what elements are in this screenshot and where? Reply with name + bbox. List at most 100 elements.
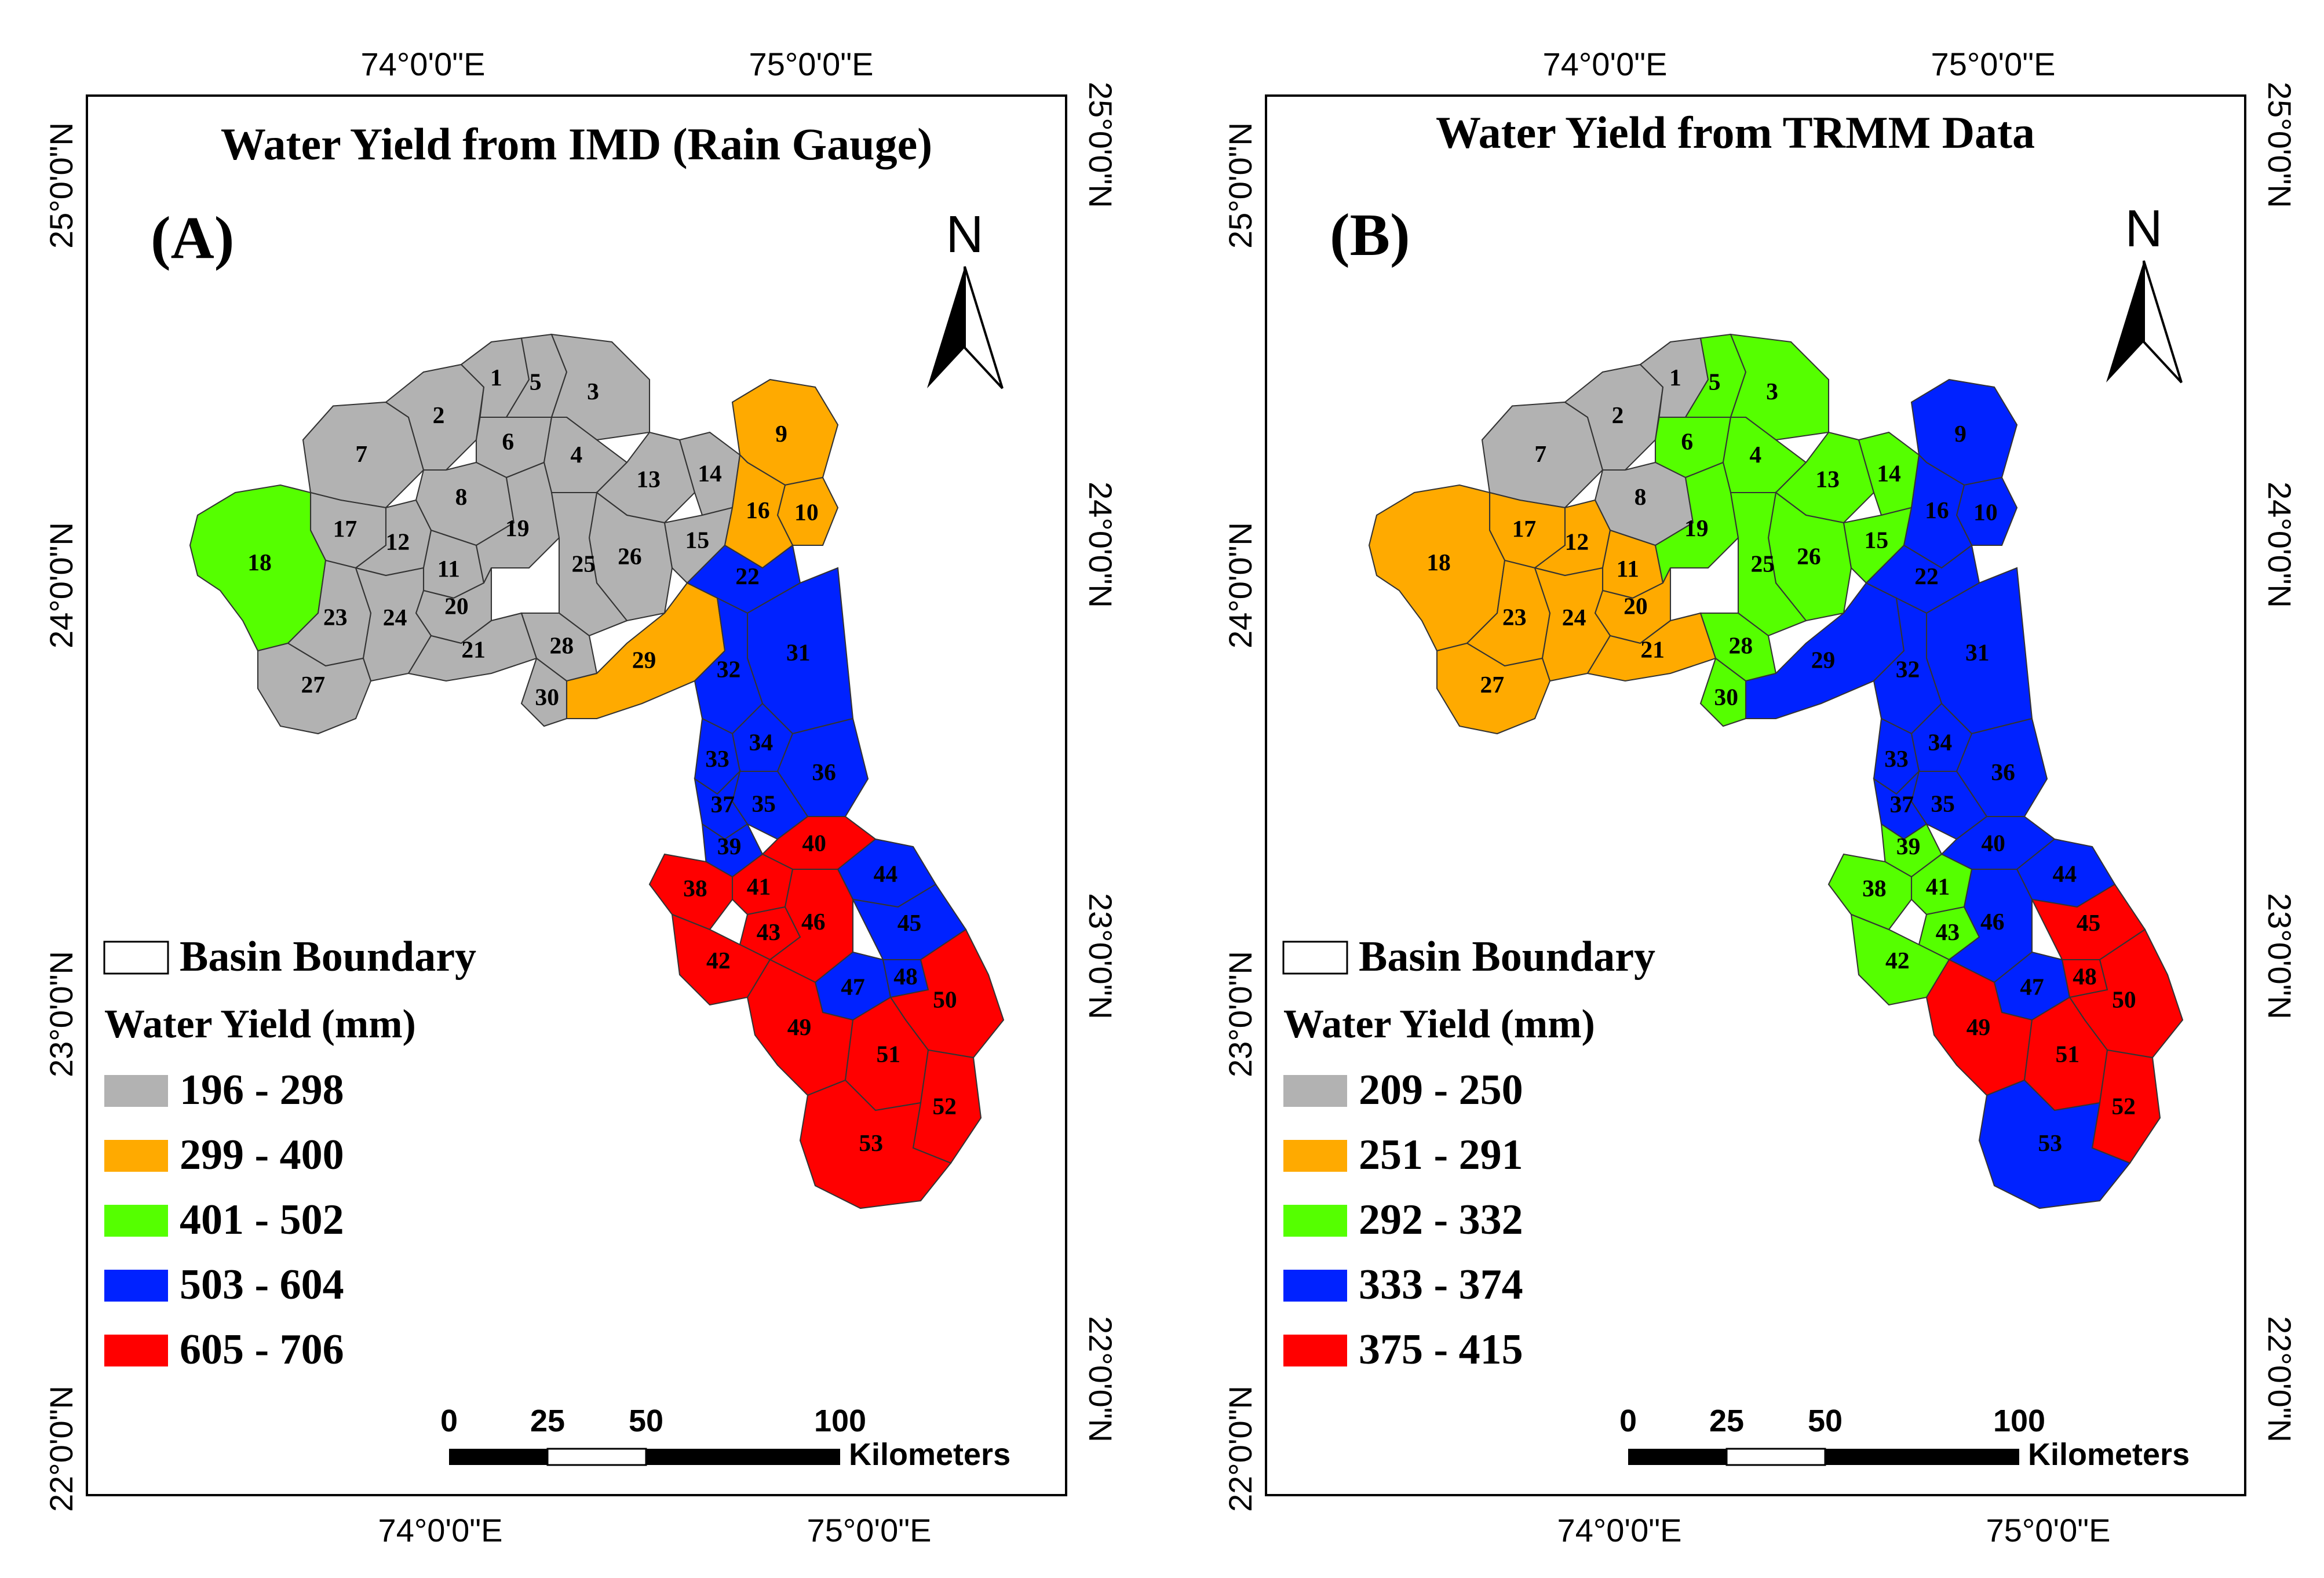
subbasin-19 (475, 461, 560, 585)
north-label: N (2125, 200, 2163, 258)
subbasin-label: 48 (893, 963, 918, 989)
subbasin-label: 53 (859, 1129, 883, 1156)
subbasin-label: 10 (794, 499, 819, 526)
subbasin-label: 12 (1565, 528, 1589, 555)
lon-label-top: 74°0'0"E (1543, 46, 1668, 82)
subbasin-label: 6 (502, 428, 514, 455)
legend-swatch (1283, 1140, 1347, 1172)
subbasin-label: 1 (490, 364, 502, 391)
legend-swatch (1283, 1335, 1347, 1366)
lat-label-left: 23°0'0"N (43, 951, 79, 1077)
subbasin-label: 32 (717, 656, 741, 683)
subbasin-label: 41 (747, 873, 771, 899)
legend-swatch (104, 1270, 168, 1302)
map-panel-b: 74°0'0"E 75°0'0"E 74°0'0"E 75°0'0"E 25°0… (1222, 46, 2298, 1548)
subbasin-label: 34 (749, 729, 774, 756)
subbasin-label: 30 (535, 684, 559, 710)
lat-label-right: 23°0'0"N (2261, 893, 2298, 1019)
subbasin-label: 46 (1980, 908, 2005, 935)
subbasin-label: 25 (571, 551, 596, 577)
lat-label-right: 23°0'0"N (1082, 893, 1119, 1019)
lon-label-top: 75°0'0"E (749, 46, 874, 82)
legend-class-label: 299 - 400 (180, 1131, 344, 1179)
subbasin-label: 27 (1480, 671, 1505, 698)
subbasin-label: 50 (2112, 986, 2136, 1012)
subbasin-53 (1978, 1079, 2131, 1209)
scale-bar: 0 25 50 100 Kilometers (440, 1404, 1010, 1472)
subbasin-38 (648, 853, 734, 931)
subbasin-label: 39 (717, 833, 742, 859)
subbasin-label: 50 (933, 986, 957, 1012)
subbasin-label: 7 (355, 440, 367, 467)
legend-swatch (104, 1205, 168, 1237)
north-arrow-icon (927, 267, 965, 388)
north-arrow-icon (2106, 261, 2144, 382)
subbasin-label: 23 (323, 603, 348, 630)
legend-swatch (104, 1140, 168, 1172)
subbasin-label: 45 (898, 909, 922, 936)
subbasin-label: 38 (683, 874, 707, 901)
lat-label-right: 24°0'0"N (2261, 482, 2298, 608)
subbasin-label: 20 (444, 593, 469, 619)
subbasin-label: 21 (461, 636, 486, 662)
subbasin-label: 24 (1562, 604, 1586, 631)
subbasin-label: 12 (386, 528, 410, 555)
subbasin-label: 37 (710, 791, 735, 818)
subbasin-27 (257, 642, 372, 735)
legend-boundary-label: Basin Boundary (180, 933, 476, 981)
legend-boundary-label: Basin Boundary (1359, 933, 1655, 981)
subbasin-label: 29 (632, 647, 656, 673)
legend-class-label: 401 - 502 (180, 1196, 344, 1244)
subbasin-label: 8 (1635, 483, 1647, 510)
lon-label-bottom: 75°0'0"E (1986, 1512, 2111, 1548)
subbasin-label: 10 (1973, 499, 1998, 526)
subbasin-53 (799, 1079, 952, 1209)
subbasin-label: 3 (1766, 378, 1778, 404)
subbasin-label: 36 (1991, 759, 2015, 785)
subbasin-label: 51 (2055, 1040, 2079, 1067)
subbasin-label: 28 (550, 632, 574, 658)
subbasin-label: 23 (1502, 603, 1527, 630)
subbasin-label: 8 (455, 483, 468, 510)
subbasin-label: 47 (2020, 974, 2044, 1000)
subbasin-label: 19 (505, 515, 530, 541)
subbasin-27 (1436, 642, 1551, 735)
subbasin-label: 42 (1885, 947, 1910, 974)
lon-label-top: 74°0'0"E (361, 46, 486, 82)
legend-class-label: 209 - 250 (1359, 1066, 1523, 1114)
legend-class-label: 196 - 298 (180, 1066, 344, 1114)
scale-tick: 25 (1709, 1404, 1744, 1438)
lat-label-left: 24°0'0"N (43, 522, 79, 648)
scale-tick: 50 (629, 1404, 663, 1438)
subbasin-label: 13 (636, 466, 661, 493)
scale-unit: Kilometers (2028, 1437, 2190, 1472)
subbasin-label: 29 (1811, 647, 1836, 673)
subbasin-label: 4 (570, 441, 582, 468)
lon-label-bottom: 74°0'0"E (1557, 1512, 1682, 1548)
subbasin-25 (550, 491, 628, 637)
subbasin-label: 7 (1534, 440, 1546, 467)
legend-boundary-swatch (1282, 941, 1348, 975)
subbasin-label: 24 (383, 604, 407, 631)
subbasin-label: 51 (876, 1040, 900, 1067)
subbasin-label: 2 (1612, 402, 1624, 428)
subbasin-label: 4 (1749, 441, 1761, 468)
legend-class-label: 333 - 374 (1359, 1261, 1523, 1309)
subbasin-label: 22 (735, 563, 760, 589)
subbasin-label: 43 (1936, 919, 1960, 945)
subbasin-label: 44 (2053, 861, 2077, 887)
subbasin-label: 18 (1426, 549, 1451, 575)
subbasin-label: 27 (301, 671, 326, 698)
lon-label-bottom: 74°0'0"E (378, 1512, 503, 1548)
lat-label-right: 25°0'0"N (2261, 82, 2298, 208)
north-arrow: N (927, 206, 1004, 389)
subbasin-label: 6 (1681, 428, 1693, 455)
legend-swatch (1283, 1075, 1347, 1107)
legend-heading: Water Yield (mm) (1283, 1002, 1595, 1047)
subbasin-38 (1827, 853, 1913, 931)
panel-label: (A) (151, 205, 234, 271)
subbasin-30 (520, 657, 568, 727)
legend-heading: Water Yield (mm) (104, 1002, 416, 1047)
north-arrow: N (2106, 200, 2183, 384)
